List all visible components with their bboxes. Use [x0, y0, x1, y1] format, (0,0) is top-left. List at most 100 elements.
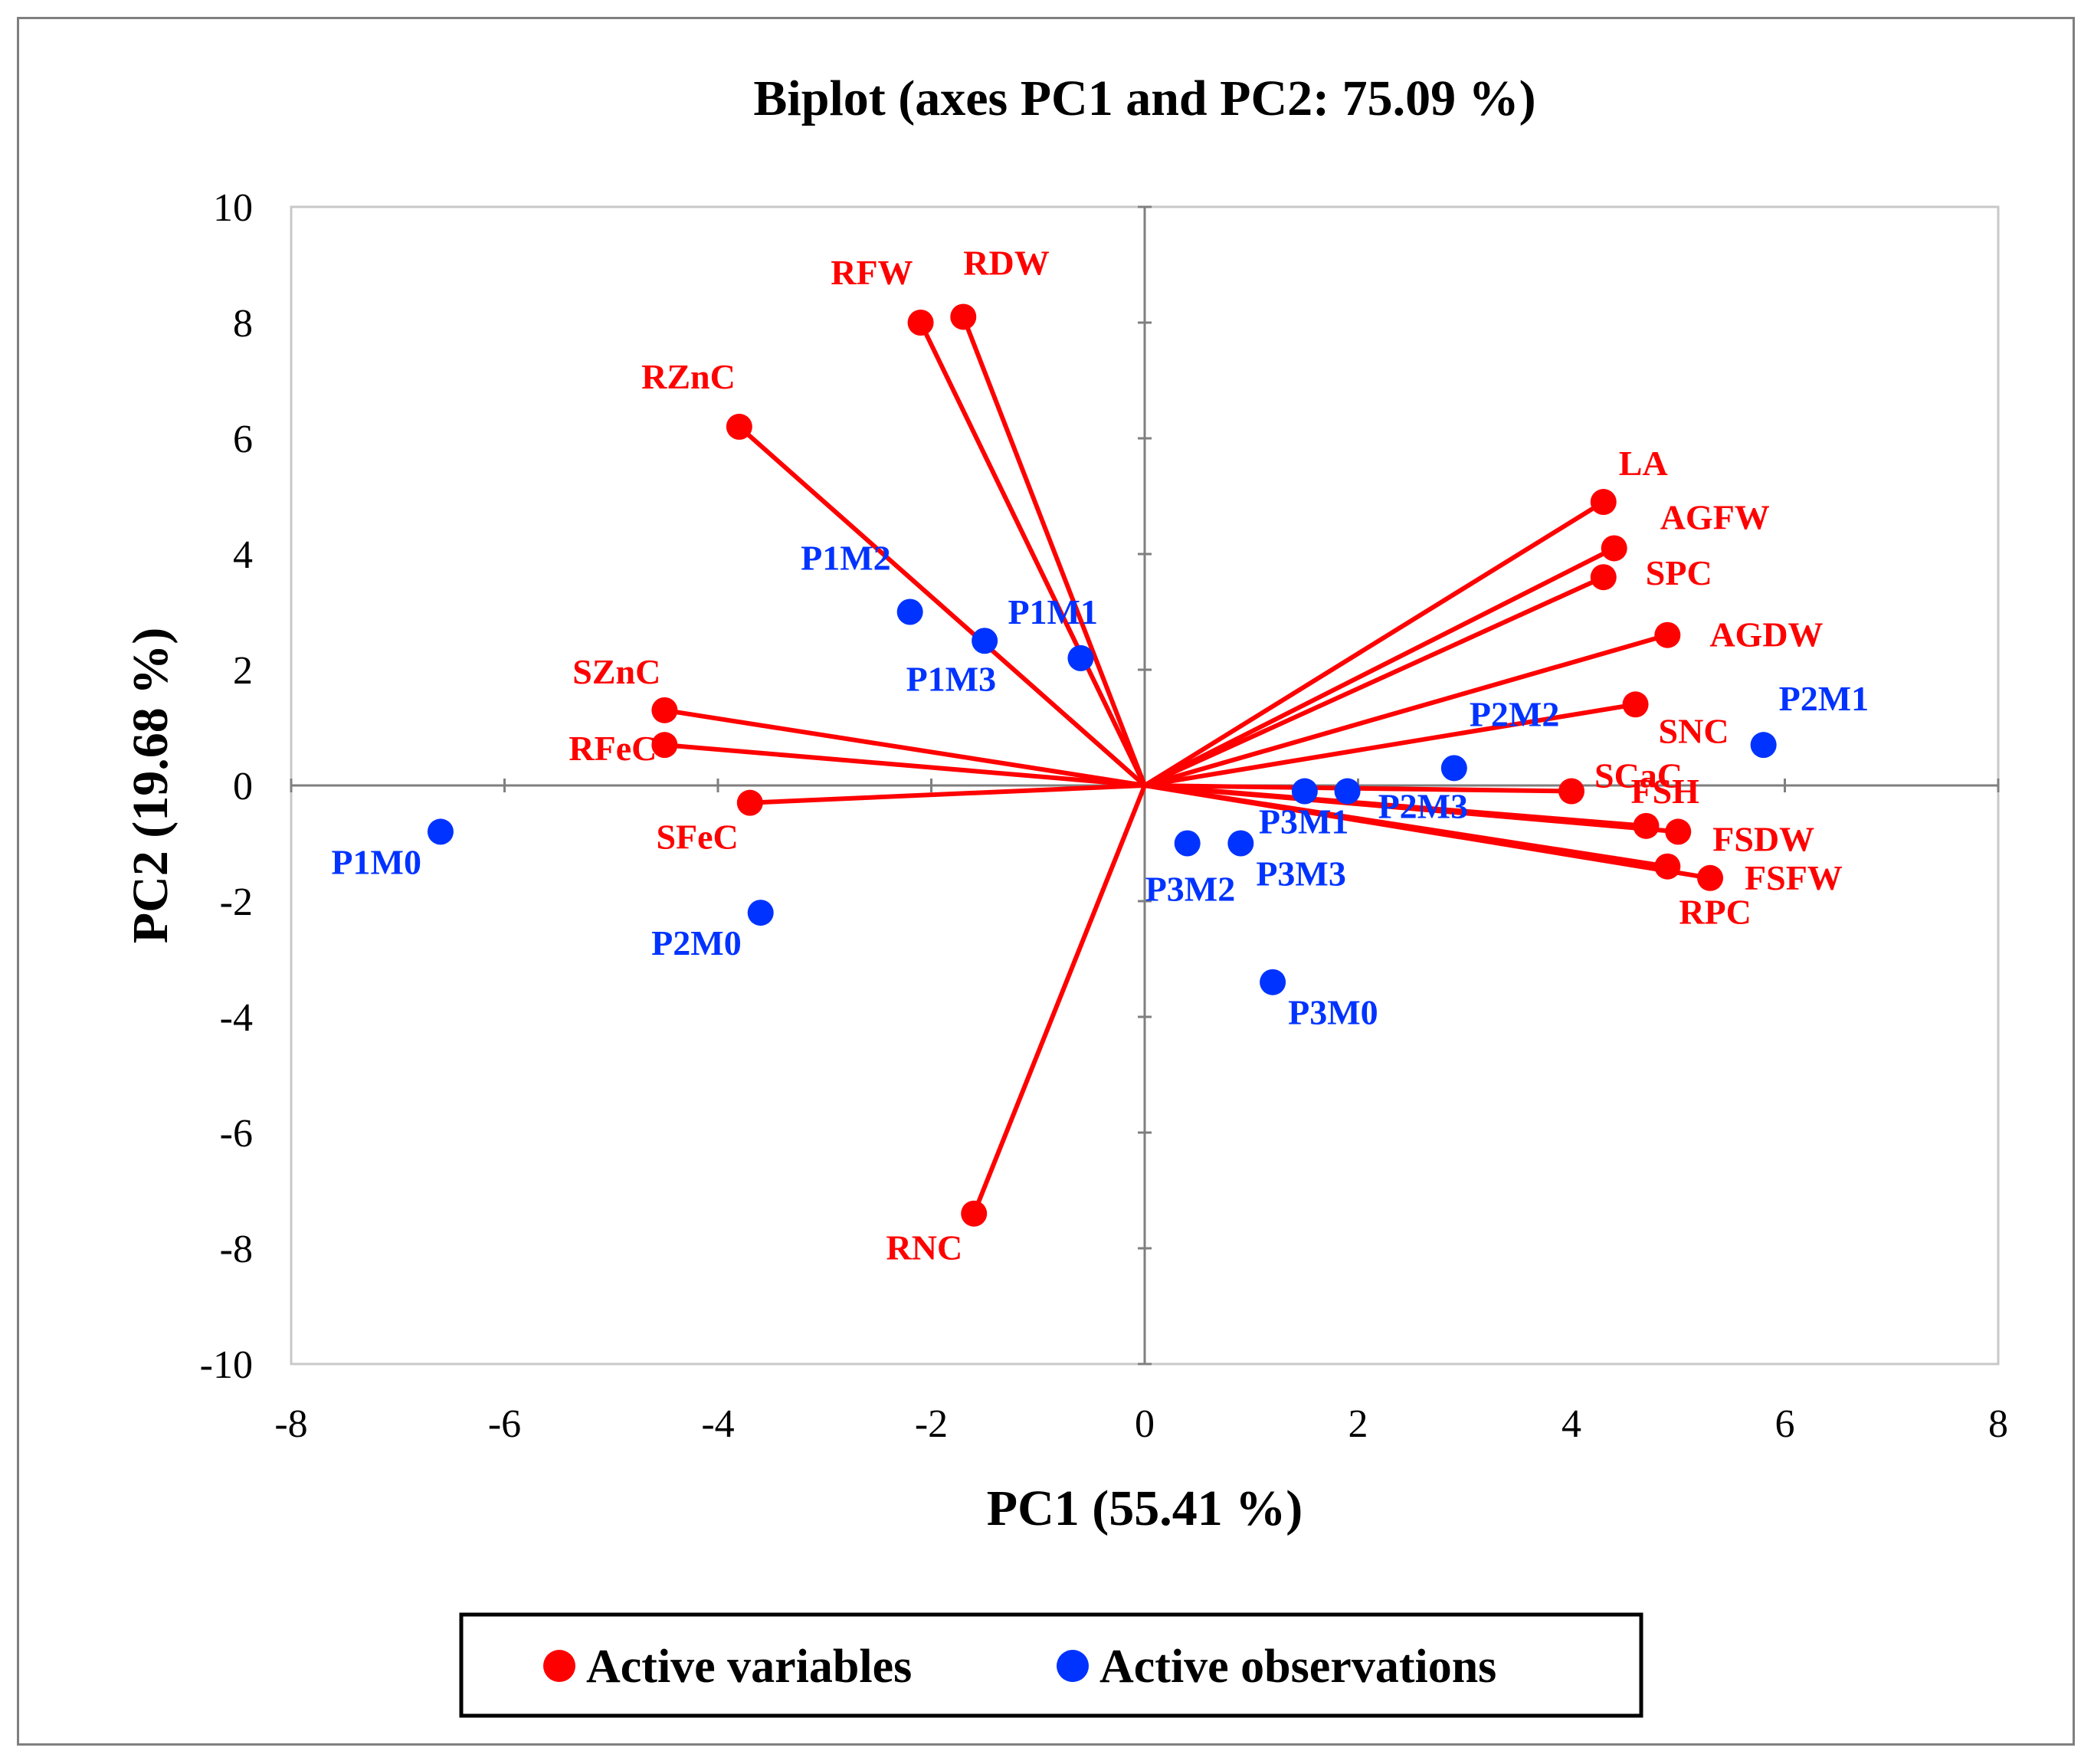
- vector-rfec: [664, 743, 1145, 788]
- observation-label-p1m2: P1M2: [801, 539, 891, 578]
- y-tick-label: -6: [220, 1112, 253, 1156]
- variable-label-sfec: SFeC: [656, 818, 738, 857]
- variable-label-rnc: RNC: [886, 1228, 963, 1267]
- observation-point-p3m1: [1291, 778, 1318, 805]
- variable-point-agdw: [1654, 621, 1681, 648]
- vector-spc: [1143, 575, 1605, 788]
- observation-point-p3m2: [1174, 830, 1201, 857]
- x-tick-label: -2: [915, 1402, 948, 1446]
- variable-point-rznc: [726, 413, 752, 440]
- variable-label-scac: SCaC: [1594, 756, 1683, 795]
- variable-point-rfec: [651, 732, 678, 759]
- observation-point-p1m2: [896, 598, 923, 625]
- observation-label-p3m2: P3M2: [1145, 870, 1236, 909]
- variable-label-rfw: RFW: [831, 253, 913, 292]
- x-tick-label: -8: [274, 1402, 307, 1446]
- variable-point-rdw: [950, 303, 977, 330]
- variable-label-snc: SNC: [1659, 711, 1729, 750]
- y-tick-label: -8: [220, 1228, 253, 1271]
- observation-point-p1m3: [972, 628, 998, 654]
- y-tick-label: -4: [220, 996, 253, 1040]
- variable-label-fsh: FSH: [1630, 772, 1699, 811]
- vector-rdw: [961, 316, 1147, 787]
- x-tick-labels: -8 -6 -4 -2 0 2 4 6 8: [274, 779, 2008, 1446]
- variable-point-rfw: [907, 310, 934, 336]
- x-tick-label: -4: [701, 1402, 734, 1446]
- y-tick-labels: 10 8 6 4 2 0 -2 -4 -6 -8 -10: [200, 186, 1152, 1387]
- observation-point-p3m0: [1260, 969, 1286, 995]
- observation-point-p2m1: [1750, 732, 1777, 759]
- variable-label-rpc: RPC: [1679, 893, 1752, 932]
- x-axis-title: PC1 (55.41 %): [987, 1480, 1303, 1536]
- observation-label-p2m0: P2M0: [651, 923, 742, 962]
- variable-point-snc: [1622, 691, 1649, 718]
- variable-point-fsdw: [1665, 818, 1692, 845]
- x-tick-label: -6: [488, 1402, 521, 1446]
- observation-point-p2m3: [1334, 778, 1361, 805]
- observation-label-p1m0: P1M0: [331, 842, 421, 881]
- observation-label-p1m1: P1M1: [1008, 592, 1098, 631]
- legend-box: [459, 1612, 1643, 1718]
- y-tick-label: 10: [213, 186, 253, 230]
- y-tick-label: 4: [233, 533, 253, 577]
- variable-point-sfec: [736, 789, 763, 816]
- vector-rznc: [737, 425, 1146, 788]
- observation-label-p1m3: P1M3: [906, 659, 997, 698]
- variable-label-fsfw: FSFW: [1745, 858, 1843, 897]
- variable-point-fsh: [1633, 812, 1660, 839]
- observation-point-p1m1: [1067, 644, 1094, 671]
- variable-point-rnc: [961, 1200, 988, 1227]
- observation-label-p2m3: P2M3: [1378, 787, 1469, 826]
- observation-label-p3m3: P3M3: [1256, 854, 1346, 893]
- variable-label-rdw: RDW: [963, 243, 1049, 282]
- variable-point-fsfw: [1697, 864, 1724, 891]
- legend-label-observations: Active observations: [1099, 1641, 1496, 1693]
- legend-label-variables: Active variables: [586, 1641, 912, 1693]
- x-tick-label: 6: [1775, 1402, 1795, 1446]
- x-tick-label: 0: [1135, 1402, 1155, 1446]
- y-tick-label: -2: [220, 880, 253, 924]
- observation-label-p3m0: P3M0: [1288, 993, 1378, 1032]
- x-tick-label: 2: [1348, 1402, 1368, 1446]
- variable-point-spc: [1590, 564, 1617, 591]
- observation-label-p2m2: P2M2: [1470, 694, 1560, 733]
- observation-point-p2m2: [1440, 755, 1467, 782]
- y-tick-label: 8: [233, 302, 253, 346]
- variable-point-la: [1590, 489, 1617, 516]
- y-tick-label: 6: [233, 418, 253, 461]
- variable-label-agfw: AGFW: [1660, 497, 1770, 536]
- x-tick-label: 8: [1988, 1402, 2008, 1446]
- vector-sfec: [749, 783, 1145, 805]
- vector-sznc: [664, 707, 1145, 788]
- variable-label-rfec: RFeC: [569, 729, 657, 768]
- variable-point-agfw: [1601, 535, 1627, 562]
- observation-point-p1m0: [427, 818, 454, 845]
- y-tick-label: -10: [200, 1343, 253, 1387]
- observation-label-p2m1: P2M1: [1779, 679, 1870, 718]
- observation-points: [427, 598, 1777, 995]
- legend-marker-variables: [543, 1650, 575, 1682]
- variable-label-spc: SPC: [1646, 553, 1712, 592]
- legend-marker-observations: [1057, 1650, 1089, 1682]
- vector-agfw: [1143, 546, 1616, 788]
- variable-label-sznc: SZnC: [572, 652, 660, 691]
- variable-point-sznc: [651, 697, 678, 723]
- variable-label-agdw: AGDW: [1709, 615, 1823, 654]
- vector-rfw: [918, 321, 1147, 787]
- vector-snc: [1144, 702, 1637, 788]
- legend: Active variables Active observations: [459, 1612, 1643, 1718]
- vector-rnc: [972, 784, 1147, 1215]
- variable-vectors: [651, 303, 1724, 1227]
- observation-point-p3m3: [1227, 830, 1254, 857]
- variable-label-fsdw: FSDW: [1712, 819, 1814, 858]
- y-tick-label: 0: [233, 765, 253, 808]
- vector-agdw: [1144, 632, 1669, 788]
- chart-title: Biplot (axes PC1 and PC2: 75.09 %): [753, 70, 1535, 126]
- y-tick-label: 2: [233, 649, 253, 693]
- y-axis-title: PC2 (19.68 %): [123, 628, 179, 943]
- vector-rpc: [1144, 783, 1668, 869]
- vector-la: [1143, 500, 1605, 788]
- variable-label-rznc: RZnC: [641, 357, 736, 396]
